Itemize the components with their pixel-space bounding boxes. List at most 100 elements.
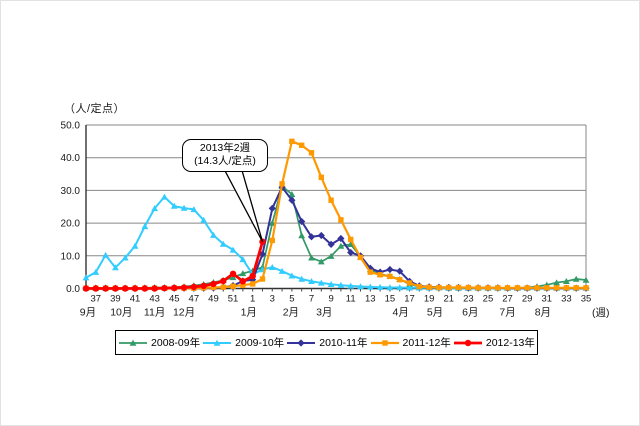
data-point-marker [259, 276, 266, 282]
x-tick-label: 41 [130, 294, 141, 305]
data-point-marker [534, 285, 540, 291]
series-2012-13年 [82, 238, 266, 292]
x-tick-label: 15 [385, 294, 396, 305]
x-tick-label: 21 [443, 294, 454, 305]
data-point-marker [416, 283, 423, 290]
x-tick-label: 43 [149, 294, 160, 305]
data-point-marker [436, 284, 442, 291]
data-point-marker [298, 142, 305, 148]
legend-label: 2009-10年 [235, 337, 285, 349]
x-tick-label: 7 [309, 294, 314, 305]
series-line [86, 140, 586, 290]
data-point-marker [180, 204, 188, 211]
data-point-marker [396, 267, 404, 275]
data-point-marker [219, 240, 227, 247]
data-point-marker [327, 252, 335, 259]
data-point-marker [249, 272, 256, 280]
data-point-marker [573, 285, 579, 291]
data-point-marker [278, 267, 286, 274]
legend: 2008-09年 2009-10年 2010-11年 2011-12年 2012-13年 [115, 330, 538, 355]
month-label: 5月 [427, 307, 443, 319]
data-point-marker [337, 234, 345, 243]
month-label: 2月 [283, 307, 299, 319]
data-point-marker [357, 283, 364, 290]
data-point-marker [553, 285, 560, 291]
data-point-marker [327, 240, 335, 248]
data-point-marker [161, 284, 168, 292]
x-tick-label: 13 [365, 294, 376, 305]
y-tick-label: 40.0 [61, 153, 81, 164]
data-point-marker [455, 284, 462, 291]
y-tick-label: 10.0 [61, 251, 81, 262]
legend-label: 2008-09年 [151, 337, 201, 349]
data-point-marker [495, 285, 501, 291]
data-point-marker [514, 285, 521, 291]
y-tick-label: 0.0 [66, 284, 80, 295]
x-tick-label: 5 [289, 294, 294, 305]
month-label: 7月 [499, 307, 515, 319]
data-point-marker [200, 216, 208, 223]
data-point-marker [337, 281, 345, 288]
data-point-marker [210, 231, 217, 238]
data-point-marker [406, 284, 413, 291]
data-point-marker [122, 285, 129, 292]
data-point-marker [151, 285, 158, 292]
data-point-marker [572, 275, 580, 282]
data-point-marker [220, 284, 226, 290]
y-axis-tick-labels: 0.0 10.0 20.0 30.0 40.0 50.0 [61, 121, 81, 296]
x-tick-label: 47 [189, 294, 200, 305]
data-point-marker [230, 283, 236, 289]
data-point-marker [151, 205, 159, 212]
data-point-marker [121, 254, 129, 261]
legend-marker-icon [453, 339, 482, 346]
annotation-line2: (14.3人/定点) [194, 155, 256, 167]
data-point-marker [357, 254, 364, 261]
data-point-marker [504, 285, 511, 291]
x-tick-label: 1 [250, 294, 255, 305]
data-point-marker [92, 268, 100, 275]
month-label: 12月 [173, 307, 195, 319]
data-point-marker [307, 233, 316, 241]
data-point-marker [180, 284, 188, 291]
data-point-marker [406, 280, 413, 286]
data-point-marker [112, 285, 119, 292]
data-point-marker [308, 254, 315, 261]
data-point-marker [376, 283, 384, 290]
data-point-marker [190, 206, 198, 213]
data-point-marker [131, 242, 139, 249]
data-point-marker [348, 236, 354, 243]
data-point-marker [298, 232, 306, 239]
data-point-marker [426, 284, 432, 290]
data-point-marker [582, 276, 590, 283]
x-tick-label: 33 [561, 294, 572, 305]
data-point-marker [387, 273, 393, 280]
data-point-marker [229, 246, 237, 253]
x-tick-label: 19 [424, 294, 435, 305]
x-tick-label: 49 [208, 294, 219, 305]
data-point-marker [317, 279, 325, 286]
data-point-marker [317, 258, 325, 265]
data-point-marker [92, 285, 100, 292]
series-2011-12年 [83, 138, 589, 291]
x-tick-label: 37 [91, 294, 102, 305]
data-point-marker [249, 281, 256, 287]
month-label: 1月 [241, 307, 257, 319]
data-point-marker [367, 269, 374, 275]
data-point-marker [102, 251, 110, 258]
month-label: 8月 [535, 307, 551, 319]
data-point-marker [200, 282, 207, 290]
data-point-marker [465, 284, 472, 291]
data-point-marker [485, 285, 491, 291]
data-point-marker [544, 285, 550, 291]
y-axis-title: （人/定点） [64, 103, 126, 115]
data-point-marker [229, 270, 237, 277]
month-label: 10月 [110, 307, 132, 319]
legend-item-2010-11年: 2010-11年 [286, 335, 368, 350]
data-point-marker [288, 191, 296, 198]
data-point-marker [210, 280, 217, 288]
annotation-callout-tail [221, 166, 264, 243]
data-point-marker [298, 217, 306, 226]
data-point-marker [190, 283, 198, 291]
data-point-marker [386, 284, 394, 291]
legend-label: 2012-13年 [485, 337, 535, 349]
